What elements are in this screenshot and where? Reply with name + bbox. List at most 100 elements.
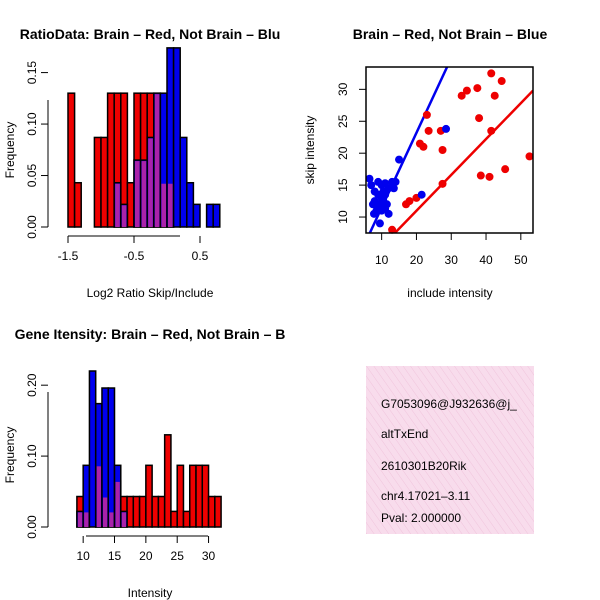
bar-intensity-brain-7 — [126, 495, 135, 528]
info-panel: G7053096@J932636@j_ altTxEnd 2610301B20R… — [366, 366, 534, 534]
bar-intensity-brain-19 — [201, 464, 210, 528]
bar-intensity-brain-13 — [163, 434, 172, 528]
point-red-14 — [475, 114, 484, 123]
bar-intensity-brain-10 — [145, 464, 153, 528]
bar-ratio-overlap-12 — [161, 183, 166, 227]
point-red-10 — [438, 179, 447, 188]
bar-intensity-notbrain-2 — [88, 370, 97, 528]
x-tick-label-ratio-1: -0.5 — [124, 249, 145, 263]
point-red-7 — [424, 126, 433, 135]
bar-intensity-brain-17 — [188, 464, 197, 528]
info-location: chr4.17021–3.11 — [381, 489, 471, 503]
fit-line-red — [393, 89, 533, 233]
ratio-histogram-panel: RatioData: Brain – Red, Not Brain – Blu … — [3, 26, 280, 300]
point-red-20 — [497, 77, 506, 86]
bar-intensity-overlap-2 — [96, 466, 101, 527]
y-tick-label-intensity-1: 0.10 — [25, 444, 39, 468]
x-tick-label-scatter-2: 30 — [445, 253, 459, 267]
point-blue-18 — [381, 190, 390, 199]
bar-intensity-overlap-3 — [102, 497, 108, 527]
bar-intensity-overlap-1 — [84, 512, 89, 527]
point-red-16 — [485, 172, 494, 181]
point-blue-24 — [389, 184, 398, 193]
ratio-histogram-ylabel: Frequency — [3, 122, 17, 179]
point-red-5 — [419, 142, 428, 151]
point-red-19 — [490, 91, 499, 100]
scatter-ylabel: skip intensity — [303, 116, 317, 185]
info-probe-id: G7053096@J932636@j_ — [381, 397, 517, 411]
bar-intensity-brain-21 — [214, 495, 222, 528]
point-red-12 — [462, 86, 471, 95]
y-tick-label-scatter-0: 10 — [336, 210, 350, 224]
x-tick-label-intensity-2: 20 — [139, 549, 153, 563]
info-pval: Pval: 2.000000 — [381, 511, 461, 525]
bar-ratio-notbrain-11 — [192, 203, 201, 228]
bar-intensity-brain-18 — [195, 464, 204, 528]
bar-intensity-brain-16 — [182, 510, 191, 528]
bar-ratio-brain-7 — [126, 181, 135, 228]
info-gene: 2610301B20Rik — [381, 459, 467, 473]
point-red-17 — [487, 69, 496, 78]
point-blue-0 — [365, 174, 374, 183]
x-tick-label-scatter-0: 10 — [375, 253, 389, 267]
scatter-xlabel: include intensity — [407, 286, 492, 300]
point-blue-1 — [367, 181, 376, 190]
bar-intensity-brain-8 — [132, 495, 141, 528]
bar-ratio-brain-0 — [67, 92, 76, 228]
point-blue-27 — [417, 190, 426, 199]
point-red-21 — [501, 165, 510, 174]
point-blue-20 — [382, 200, 391, 209]
point-blue-26 — [395, 155, 404, 164]
info-event-type: altTxEnd — [381, 427, 428, 441]
y-tick-label-scatter-3: 25 — [336, 114, 350, 128]
bar-ratio-overlap-13 — [168, 183, 173, 227]
x-tick-label-scatter-1: 20 — [410, 253, 424, 267]
y-tick-label-ratio-2: 0.10 — [25, 112, 39, 136]
x-tick-label-intensity-4: 30 — [202, 549, 216, 563]
ratio-histogram-title: RatioData: Brain – Red, Not Brain – Blu — [20, 26, 281, 42]
scatter-y-ticks: 10 15 20 25 30 — [336, 82, 366, 224]
intensity-histogram-xlabel: Intensity — [128, 586, 173, 600]
intensity-histogram-title: Gene Itensity: Brain – Red, Not Brain – … — [15, 326, 286, 342]
x-tick-label-ratio-0: -1.5 — [58, 249, 79, 263]
bar-intensity-brain-12 — [157, 495, 166, 528]
intensity-histogram-x-ticks: 10 15 20 25 30 — [76, 536, 216, 563]
scatter-panel: Brain – Red, Not Brain – Blue 10 20 30 40 50… — [303, 26, 547, 300]
bar-intensity-brain-20 — [207, 495, 216, 528]
bar-ratio-overlap-11 — [154, 94, 160, 227]
bar-intensity-brain-14 — [170, 510, 178, 528]
bar-ratio-brain-1 — [73, 181, 82, 228]
y-tick-label-intensity-2: 0.20 — [25, 373, 39, 397]
bar-ratio-notbrain-10 — [186, 181, 195, 228]
point-red-15 — [476, 171, 485, 180]
point-blue-25 — [391, 177, 400, 186]
bar-intensity-notbrain-5 — [107, 387, 116, 528]
y-tick-label-intensity-0: 0.00 — [25, 515, 39, 539]
bar-intensity-overlap-4 — [109, 512, 114, 527]
bar-ratio-notbrain-13 — [212, 203, 221, 228]
bar-intensity-overlap-0 — [77, 512, 83, 527]
bar-ratio-overlap-9 — [141, 161, 147, 227]
y-tick-label-ratio-1: 0.05 — [25, 164, 39, 188]
bar-intensity-overlap-6 — [121, 512, 127, 527]
x-tick-label-intensity-0: 10 — [76, 549, 90, 563]
point-red-18 — [487, 126, 496, 135]
info-box — [366, 366, 534, 534]
intensity-histogram-ylabel: Frequency — [3, 427, 17, 484]
ratio-histogram-x-ticks: -1.5 -0.5 0.5 — [58, 236, 209, 263]
ratio-histogram-y-ticks: 0.00 0.05 0.10 0.15 — [25, 61, 48, 239]
x-tick-label-scatter-3: 40 — [479, 253, 493, 267]
bar-ratio-brain-2 — [93, 136, 102, 228]
intensity-histogram-bars — [76, 370, 222, 528]
bar-intensity-brain-11 — [151, 495, 160, 528]
bar-intensity-overlap-5 — [115, 481, 120, 527]
x-tick-label-intensity-1: 15 — [108, 549, 122, 563]
bar-intensity-brain-15 — [176, 464, 185, 528]
y-tick-label-ratio-3: 0.15 — [25, 61, 39, 85]
bar-ratio-notbrain-12 — [205, 203, 214, 228]
point-blue-22 — [384, 209, 393, 218]
point-red-6 — [422, 110, 431, 119]
point-red-9 — [438, 146, 447, 154]
x-tick-label-ratio-2: 0.5 — [192, 249, 209, 263]
bar-ratio-overlap-6 — [121, 205, 127, 227]
